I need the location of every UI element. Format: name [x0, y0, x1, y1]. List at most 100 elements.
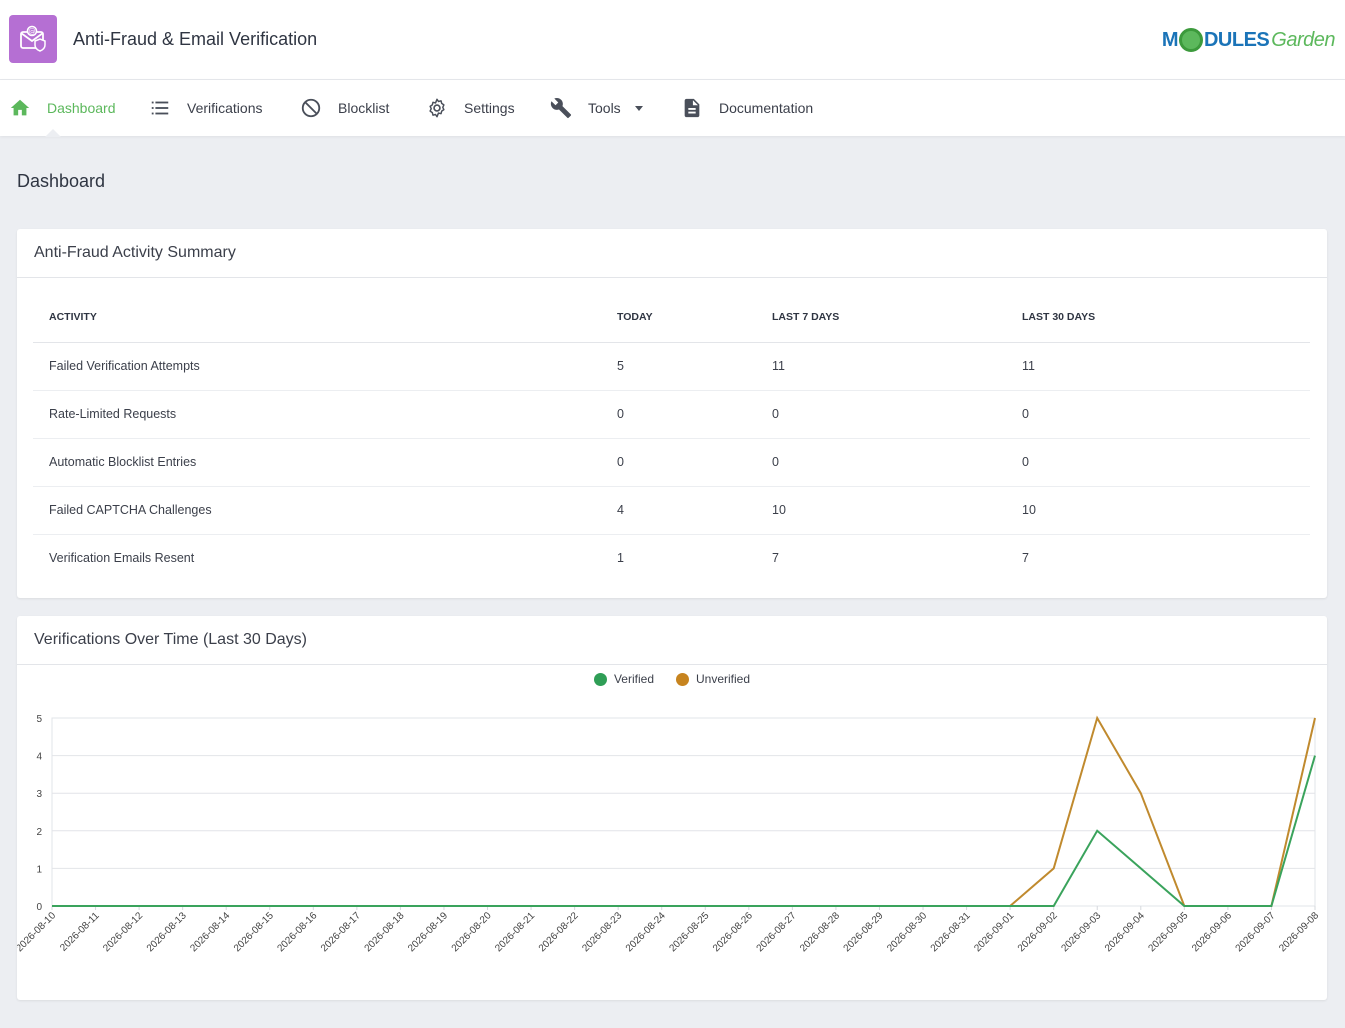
x-tick-label: 2026-08-20: [450, 910, 494, 954]
activity-name: Rate-Limited Requests: [33, 390, 601, 439]
list-icon: [149, 97, 171, 119]
series-line-unverified: [52, 715, 1316, 907]
y-tick-label: 0: [36, 902, 42, 913]
today-value: 0: [601, 438, 756, 487]
activity-summary-panel: Anti-Fraud Activity Summary Activity Tod…: [17, 229, 1327, 598]
block-icon: [300, 97, 322, 119]
legend-item-verified[interactable]: Verified: [593, 672, 654, 686]
x-tick-label: 2026-08-28: [798, 910, 842, 954]
series-line-verified: [52, 755, 1316, 907]
top-bar: @ Anti-Fraud & Email Verification M DULE…: [0, 0, 1345, 80]
legend-label-verified: Verified: [613, 672, 654, 686]
y-tick-label: 5: [36, 714, 42, 725]
nav-tools[interactable]: Tools: [550, 80, 643, 136]
wrench-icon: [550, 97, 572, 119]
x-tick-label: 2026-08-17: [319, 910, 363, 954]
x-tick-label: 2026-08-18: [363, 910, 407, 954]
nav-dashboard[interactable]: Dashboard: [9, 80, 116, 137]
last-7-days-value: 0: [756, 438, 1006, 487]
column-header-activity: Activity: [33, 293, 601, 343]
x-tick-label: 2026-08-15: [232, 910, 276, 954]
nav-documentation-label: Documentation: [719, 100, 814, 116]
brand-text-garden: Garden: [1271, 28, 1335, 51]
last-30-days-value: 11: [1006, 342, 1310, 391]
x-tick-label: 2026-08-31: [929, 910, 973, 954]
x-tick-label: 2026-09-06: [1190, 910, 1234, 954]
x-tick-label: 2026-08-10: [17, 910, 58, 954]
x-tick-label: 2026-08-24: [624, 910, 668, 954]
plot-area-border: [51, 717, 1316, 907]
x-tick-label: 2026-08-22: [537, 910, 581, 954]
legend-item-unverified[interactable]: Unverified: [676, 672, 750, 686]
nav-blocklist-label: Blocklist: [338, 100, 390, 116]
document-icon: [681, 97, 703, 119]
table-row: Automatic Blocklist Entries 0 0 0: [33, 438, 1310, 487]
x-tick-label: 2026-08-27: [755, 910, 799, 954]
chevron-down-icon: [634, 105, 643, 111]
chart-legend: Verified Unverified: [17, 672, 1327, 686]
y-tick-label: 3: [36, 789, 42, 800]
last-7-days-value: 10: [756, 486, 1006, 535]
x-tick-label: 2026-08-14: [188, 910, 232, 954]
nav-documentation[interactable]: Documentation: [681, 80, 813, 136]
x-tick-label: 2026-09-03: [1059, 910, 1103, 954]
x-tick-label: 2026-09-01: [972, 910, 1016, 954]
gear-icon: [426, 97, 448, 119]
x-tick-label: 2026-08-11: [58, 910, 102, 954]
x-tick-label: 2026-08-29: [842, 910, 886, 954]
x-tick-label: 2026-09-04: [1103, 910, 1147, 954]
x-tick-label: 2026-09-07: [1234, 910, 1278, 954]
x-tick-label: 2026-09-05: [1147, 910, 1191, 954]
active-caret: [45, 129, 61, 137]
line-chart: 0 1 2 3 4 5 2026-08-10 2026-08-11 2026-08-12 2026…: [17, 714, 1321, 954]
y-tick-label: 2: [36, 827, 42, 838]
activity-summary-title: Anti-Fraud Activity Summary: [17, 229, 1327, 278]
table-row: Failed Verification Attempts 5 11 11: [33, 342, 1310, 391]
brand-text-m: M: [1161, 28, 1179, 51]
activity-table: Activity Today Last 7 Days Last 30 Days …: [33, 293, 1310, 582]
table-header-row: Activity Today Last 7 Days Last 30 Days: [33, 293, 1310, 343]
column-header-last-30-days: Last 30 Days: [1006, 293, 1310, 343]
y-tick-label: 1: [36, 864, 42, 875]
nav-blocklist[interactable]: Blocklist: [300, 80, 389, 136]
table-row: Rate-Limited Requests 0 0 0: [33, 390, 1310, 439]
brand-logo[interactable]: M DULES Garden: [1162, 26, 1335, 54]
nav-tools-label: Tools: [588, 100, 621, 116]
today-value: 5: [601, 342, 756, 391]
x-tick-label: 2026-08-21: [493, 910, 537, 954]
legend-dot-verified: [593, 672, 607, 686]
activity-name: Failed CAPTCHA Challenges: [33, 486, 601, 535]
brand-text-dules: DULES: [1203, 28, 1270, 51]
x-tick-label: 2026-08-19: [406, 910, 450, 954]
main-nav: Dashboard Verifications Blocklist Settin…: [0, 80, 1345, 137]
last-30-days-value: 0: [1006, 438, 1310, 487]
activity-name: Verification Emails Resent: [49, 551, 195, 566]
last-7-days-value: 11: [756, 342, 1006, 391]
x-tick-label: 2026-08-30: [885, 910, 929, 954]
verifications-chart-panel: Verifications Over Time (Last 30 Days) V…: [17, 616, 1327, 1000]
x-tick-label: 2026-09-02: [1016, 910, 1060, 954]
nav-settings[interactable]: Settings: [426, 80, 515, 136]
svg-text:@: @: [29, 28, 36, 36]
nav-verifications-label: Verifications: [187, 100, 263, 116]
home-icon: [9, 97, 31, 119]
x-tick-label: 2026-08-12: [101, 910, 145, 954]
table-row: Failed CAPTCHA Challenges 4 10 10: [33, 486, 1310, 535]
y-tick-label: 4: [36, 752, 42, 763]
legend-label-unverified: Unverified: [696, 672, 751, 686]
nav-settings-label: Settings: [464, 100, 515, 116]
x-tick-label: 2026-08-16: [275, 910, 319, 954]
last-30-days-value: 0: [1006, 390, 1310, 439]
last-7-days-value: 7: [772, 551, 779, 566]
legend-dot-unverified: [676, 672, 689, 686]
x-tick-label: 2026-08-23: [580, 910, 624, 954]
column-header-today: Today: [601, 293, 756, 343]
nav-verifications[interactable]: Verifications: [149, 80, 262, 136]
app-title: Anti-Fraud & Email Verification: [73, 29, 318, 49]
last-7-days-value: 0: [756, 390, 1006, 439]
activity-name: Failed Verification Attempts: [33, 342, 601, 391]
chart-panel-title: Verifications Over Time (Last 30 Days): [17, 616, 1327, 665]
last-30-days-value: 7: [1022, 551, 1029, 566]
email-shield-icon: @: [20, 25, 46, 52]
app-logo: @: [9, 15, 57, 63]
